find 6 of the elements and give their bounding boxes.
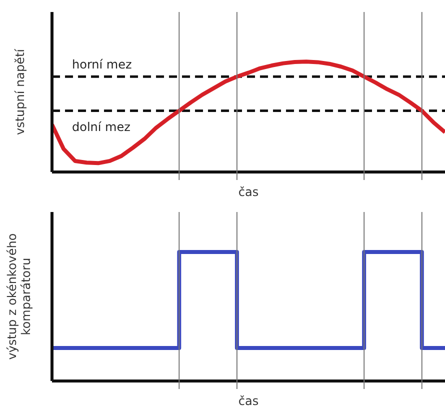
x-axis-title: čas — [238, 185, 259, 199]
y-axis-title: výstup z okénkového komparátoru — [5, 233, 33, 360]
y-axis-title: vstupní napětí — [13, 48, 27, 136]
x-axis-title: čas — [238, 394, 259, 408]
ref-line-label: horní mez — [72, 58, 132, 72]
ref-line-label: dolní mez — [72, 120, 130, 134]
